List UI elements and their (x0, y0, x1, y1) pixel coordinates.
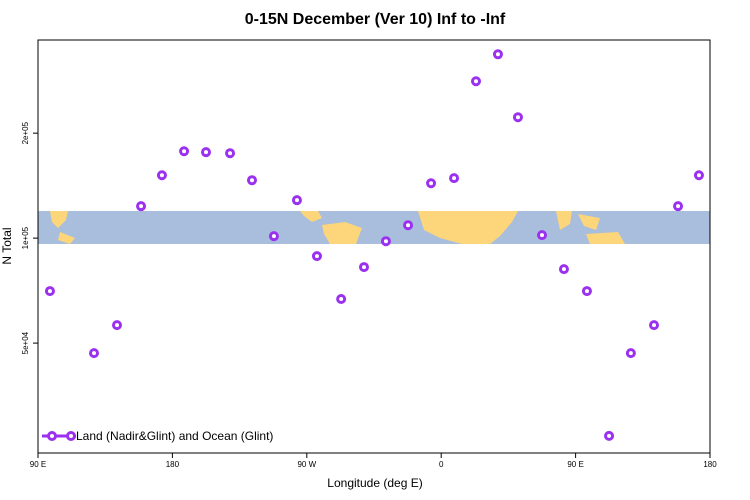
point (604, 430, 615, 441)
point (44, 286, 55, 297)
point (179, 146, 190, 157)
point (311, 251, 322, 262)
point (403, 220, 414, 231)
y-tick-label: 2e+05 (21, 121, 30, 144)
point (268, 231, 279, 242)
point (201, 147, 211, 158)
x-tick-label: 90 E (567, 460, 583, 469)
land (50, 211, 75, 244)
y-tick-label: 5e+04 (21, 331, 30, 354)
x-axis-label: Longitude (deg E) (327, 476, 422, 490)
x-tick-label: 0 (439, 460, 444, 469)
legend-marker (66, 431, 76, 441)
point (537, 230, 547, 241)
chart-title: 0-15N December (Ver 10) Inf to -Inf (245, 11, 506, 28)
point (581, 286, 592, 297)
x-tick-label: 180 (703, 460, 717, 469)
x-tick-label: 180 (166, 460, 180, 469)
point (693, 170, 704, 181)
point (225, 148, 236, 159)
map-strip (38, 211, 710, 244)
point (336, 294, 347, 305)
point (291, 195, 302, 206)
point (111, 320, 122, 331)
point (558, 264, 569, 275)
point (625, 348, 636, 359)
y-tick-label: 1e+05 (21, 226, 30, 249)
point (136, 201, 147, 212)
x-tick-label: 90 W (297, 460, 316, 469)
y-axis-label: N Total (0, 227, 14, 264)
point (380, 236, 391, 247)
point (512, 112, 523, 123)
point (449, 173, 460, 184)
point (89, 348, 99, 359)
point (470, 76, 481, 87)
point (673, 201, 684, 212)
x-tick-label: 90 E (30, 460, 46, 469)
land (300, 211, 362, 244)
point (358, 262, 369, 273)
point (156, 170, 167, 181)
point (426, 178, 437, 189)
legend-marker (47, 431, 57, 441)
point (649, 320, 659, 331)
plot-frame (37, 39, 711, 454)
land (418, 211, 518, 244)
land (556, 211, 625, 244)
point (492, 49, 503, 60)
legend-label: Land (Nadir&Glint) and Ocean (Glint) (76, 429, 273, 443)
point (246, 175, 257, 186)
